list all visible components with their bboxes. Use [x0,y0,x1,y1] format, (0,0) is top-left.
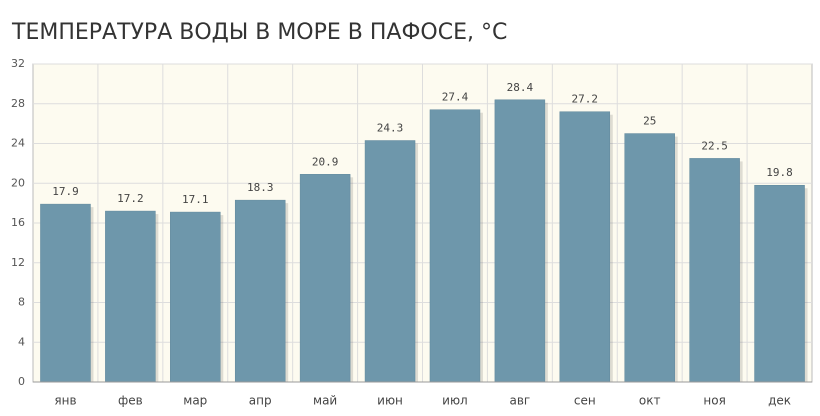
x-tick-label: янв [54,394,76,408]
x-tick-label: июл [442,394,468,408]
bar [624,133,675,383]
value-label: 20.9 [312,155,339,168]
y-tick-label: 20 [11,176,25,189]
value-label: 17.1 [182,193,209,206]
x-tick-label: апр [249,394,272,408]
value-label: 25 [643,115,656,128]
x-tick-label: мар [183,394,207,408]
y-tick-label: 28 [11,97,25,110]
y-tick-label: 12 [11,256,25,269]
bar [299,174,351,383]
bar [234,199,286,383]
value-label: 24.3 [377,122,404,135]
value-label: 28.4 [507,81,534,94]
bar [170,211,221,383]
x-tick-label: авг [510,394,531,408]
y-tick-label: 0 [18,375,25,388]
chart-title: ТЕМПЕРАТУРА ВОДЫ В МОРЕ В ПАФОСЕ, °C [11,20,507,45]
y-tick-label: 32 [11,57,25,70]
value-label: 17.2 [117,192,144,205]
bar [105,210,156,383]
value-label: 27.2 [572,93,599,106]
value-label: 27.4 [442,91,469,104]
y-tick-label: 16 [11,216,25,229]
y-tick-label: 24 [11,137,25,150]
x-tick-label: окт [639,394,661,408]
value-label: 19.8 [766,166,793,179]
y-tick-label: 4 [18,335,25,348]
value-label: 18.3 [247,181,274,194]
bar [40,203,91,383]
bar [689,158,740,383]
bar [429,109,481,383]
x-tick-label: ноя [703,394,725,408]
y-tick-label: 8 [18,296,25,309]
x-tick-label: июн [377,394,403,408]
x-tick-label: сен [574,394,596,408]
x-tick-label: фев [118,394,143,408]
bar [364,140,416,383]
x-tick-label: дек [768,394,791,408]
bar [754,184,805,383]
x-tick-label: май [313,394,337,408]
bar [494,99,546,383]
value-label: 22.5 [701,139,728,152]
value-label: 17.9 [52,185,79,198]
bar [559,111,611,383]
